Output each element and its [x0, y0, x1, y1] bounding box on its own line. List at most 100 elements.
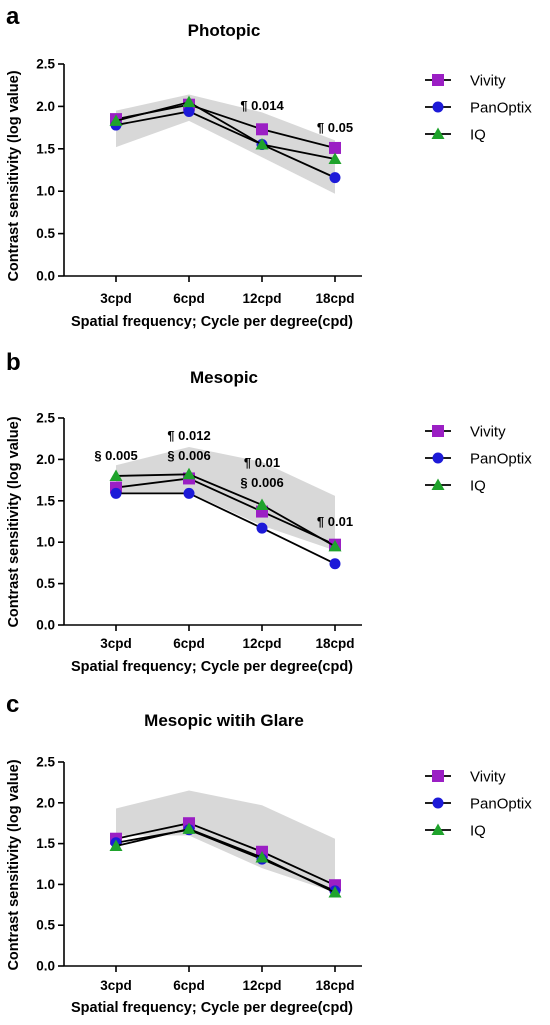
series-iq: [109, 822, 342, 898]
y-tick-label: 1.5: [36, 141, 55, 156]
series-line: [115, 473, 336, 548]
legend-item-iq: IQ: [425, 478, 486, 495]
data-point: [328, 152, 342, 164]
p-value-annotation: ¶ 0.05: [317, 120, 353, 135]
legend-marker: [431, 823, 445, 835]
legend-marker: [432, 452, 444, 464]
y-tick-label: 2.0: [36, 795, 55, 810]
chart-panel-b: b Mesopic 0.0 0.5 1.0 1.5 2.0 2.5 3cpd 6cpd 12cpd 1…: [6, 349, 532, 675]
legend-marker: [432, 770, 444, 782]
data-point: [255, 138, 269, 150]
series-line: [115, 822, 336, 887]
panel-letter: b: [6, 349, 21, 376]
legend-label: Vivity: [470, 73, 506, 90]
y-tick-label: 0.5: [36, 918, 55, 933]
x-tick-label: 12cpd: [242, 636, 281, 651]
x-axis-label: Spatial frequency; Cycle per degree(cpd): [71, 314, 353, 330]
chart-title: Photopic: [188, 21, 261, 40]
data-point: [182, 822, 196, 834]
x-tick-label: 3cpd: [100, 636, 132, 651]
series-line: [115, 827, 336, 894]
data-point: [109, 839, 123, 852]
x-tick-label: 3cpd: [100, 978, 132, 993]
legend-item-panoptix: PanOptix: [425, 796, 532, 813]
y-tick-label: 0.0: [36, 269, 55, 284]
data-point: [328, 539, 342, 552]
series-line: [115, 477, 336, 546]
p-value-annotation: § 0.006: [167, 448, 210, 463]
legend-label: IQ: [470, 478, 486, 495]
p-value-annotation: ¶ 0.01: [317, 514, 353, 529]
x-tick-label: 18cpd: [315, 291, 354, 306]
data-point: [183, 487, 195, 499]
x-tick-label: 6cpd: [173, 636, 205, 651]
y-tick-label: 1.5: [36, 836, 55, 851]
y-tick-label: 2.0: [36, 99, 55, 114]
legend-marker: [432, 101, 444, 113]
x-tick-label: 12cpd: [242, 291, 281, 306]
legend-marker: [431, 478, 445, 490]
data-point: [329, 141, 341, 154]
x-axis-label: Spatial frequency; Cycle per degree(cpd): [71, 659, 353, 675]
legend-marker: [431, 127, 445, 139]
y-tick-label: 1.0: [36, 535, 55, 550]
legend-item-vivity: Vivity: [425, 424, 506, 441]
normal-range-band: [116, 94, 335, 194]
chart-title: Mesopic: [190, 368, 258, 387]
series-iq: [109, 95, 342, 164]
legend-label: PanOptix: [470, 796, 532, 813]
legend-label: Vivity: [470, 769, 506, 786]
legend-label: Vivity: [470, 424, 506, 441]
y-axis-label: Contrast sensitivity (log value): [6, 70, 22, 281]
p-value-annotation: ¶ 0.012: [167, 428, 210, 443]
legend-marker: [432, 425, 444, 437]
data-point: [256, 522, 268, 534]
p-value-annotation: ¶ 0.014: [240, 98, 284, 113]
y-tick-label: 1.5: [36, 493, 55, 508]
legend-item-iq: IQ: [425, 127, 486, 144]
p-value-annotation: § 0.005: [94, 448, 137, 463]
y-axis-label: Contrast sensitivity (log value): [6, 759, 22, 970]
data-point: [256, 123, 268, 136]
data-point: [182, 95, 196, 108]
y-tick-label: 2.5: [36, 57, 55, 72]
legend-label: PanOptix: [470, 100, 532, 117]
chart-title: Mesopic witih Glare: [144, 711, 304, 730]
data-point: [329, 172, 341, 184]
y-tick-label: 2.5: [36, 411, 55, 426]
y-tick-label: 0.0: [36, 959, 55, 974]
data-point: [110, 487, 122, 499]
data-point: [109, 114, 123, 126]
legend-item-vivity: Vivity: [425, 73, 506, 90]
x-tick-label: 18cpd: [315, 978, 354, 993]
y-tick-label: 1.0: [36, 877, 55, 892]
data-point: [328, 886, 342, 898]
data-point: [329, 558, 341, 570]
y-tick-label: 0.0: [36, 618, 55, 633]
x-tick-label: 3cpd: [100, 291, 132, 306]
normal-range-band: [116, 446, 335, 551]
series-iq: [109, 467, 342, 552]
series-line: [116, 492, 336, 565]
y-tick-label: 0.5: [36, 226, 55, 241]
x-axis-label: Spatial frequency; Cycle per degree(cpd): [71, 1000, 353, 1016]
x-tick-label: 6cpd: [173, 978, 205, 993]
legend-item-iq: IQ: [425, 823, 486, 840]
legend-marker: [432, 797, 444, 809]
x-tick-label: 6cpd: [173, 291, 205, 306]
y-tick-label: 0.5: [36, 576, 55, 591]
y-tick-label: 2.0: [36, 452, 55, 467]
panel-letter: a: [6, 3, 20, 30]
series-line: [115, 110, 336, 179]
data-point: [182, 467, 196, 480]
series-panoptix: [110, 487, 341, 570]
p-value-annotation: § 0.006: [240, 475, 283, 490]
data-point: [183, 105, 195, 117]
y-tick-label: 2.5: [36, 755, 55, 770]
data-point: [109, 469, 123, 481]
legend-label: PanOptix: [470, 451, 532, 468]
legend-label: IQ: [470, 823, 486, 840]
data-point: [255, 498, 269, 510]
p-value-annotation: ¶ 0.01: [244, 455, 280, 470]
